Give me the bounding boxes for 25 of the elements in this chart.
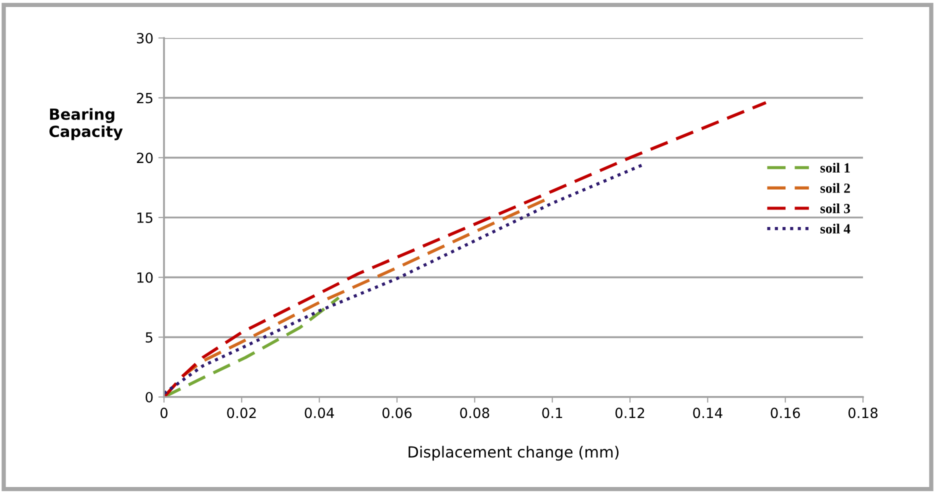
y-tick-label: 10: [137, 272, 153, 283]
x-tick-label: 0: [160, 408, 168, 418]
y-tick-label: 5: [146, 332, 152, 343]
x-tick-label: 0.04: [304, 408, 334, 418]
legend-label: soil 2: [820, 183, 850, 193]
y-tick-label: 20: [136, 152, 153, 164]
y-tick-label: 25: [136, 92, 152, 104]
x-tick-label: 0.14: [693, 408, 722, 418]
y-tick-label: 30: [136, 32, 153, 44]
y-tick-label: 15: [137, 212, 152, 223]
x-axis-title: Displacement change (mm): [408, 446, 619, 461]
y-tick-label: 0: [146, 392, 153, 402]
legend-label: soil 1: [820, 162, 850, 173]
x-tick-label: 0.12: [615, 408, 644, 418]
line-series: [164, 101, 768, 397]
x-tick-label: 0.1: [542, 408, 562, 418]
x-tick-label: 0.02: [227, 408, 256, 418]
line-series: [164, 296, 340, 397]
legend-label: soil 3: [820, 203, 850, 214]
x-tick-label: 0.18: [848, 408, 878, 418]
x-tick-label: 0.06: [382, 408, 412, 418]
x-tick-label: 0.16: [770, 408, 800, 418]
y-axis-title: Bearing Capacity: [49, 108, 123, 140]
legend-label: soil 4: [820, 224, 850, 234]
x-tick-label: 0.08: [460, 408, 490, 418]
